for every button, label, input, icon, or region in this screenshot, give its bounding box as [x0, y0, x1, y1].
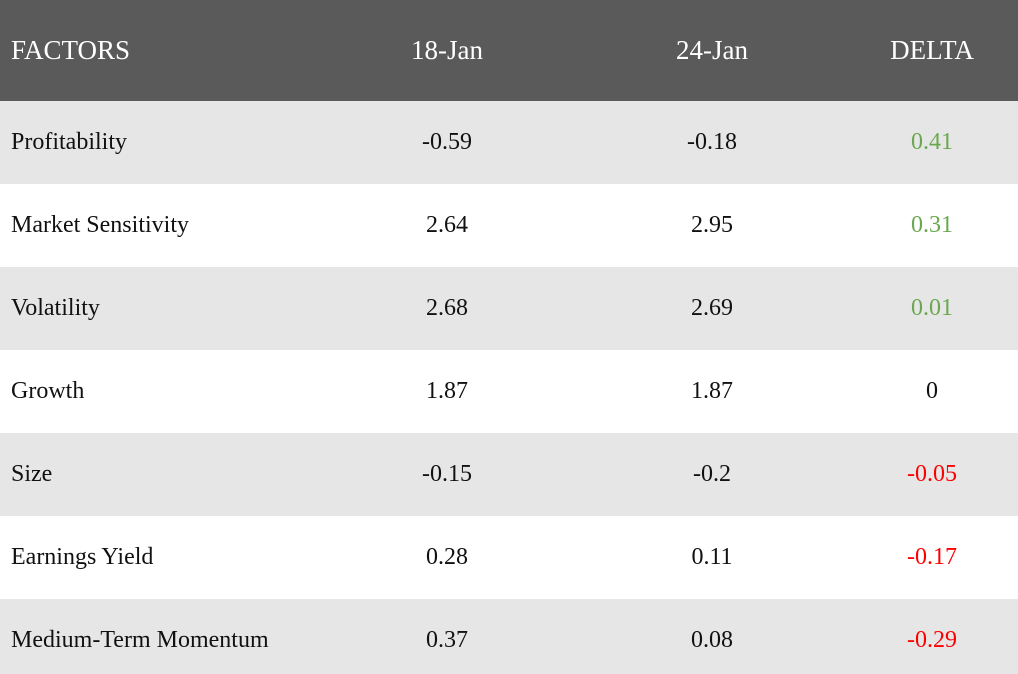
value-delta: -0.17 — [907, 544, 957, 570]
header-date-1: 18-Jan — [411, 35, 483, 65]
value-date-1: 0.28 — [426, 544, 468, 570]
table-row: Market Sensitivity 2.64 2.95 0.31 — [0, 184, 1018, 267]
value-date-2: 1.87 — [691, 378, 733, 404]
table-row: Growth 1.87 1.87 0 — [0, 350, 1018, 433]
factor-name: Profitability — [11, 129, 127, 155]
value-date-1: -0.59 — [422, 129, 472, 155]
value-delta: 0.31 — [911, 212, 953, 238]
value-date-1: 0.37 — [426, 627, 468, 653]
factor-name: Volatility — [11, 295, 100, 321]
table-row: Medium-Term Momentum 0.37 0.08 -0.29 — [0, 599, 1018, 674]
value-date-1: 1.87 — [426, 378, 468, 404]
value-date-2: -0.2 — [693, 461, 731, 487]
table-header: FACTORS 18-Jan 24-Jan DELTA — [0, 0, 1018, 101]
value-delta: -0.05 — [907, 461, 957, 487]
value-date-1: -0.15 — [422, 461, 472, 487]
value-date-2: -0.18 — [687, 129, 737, 155]
value-delta: 0.01 — [911, 295, 953, 321]
factor-name: Earnings Yield — [11, 544, 154, 570]
header-factors: FACTORS — [11, 35, 131, 65]
value-date-2: 0.08 — [691, 627, 733, 653]
value-date-2: 2.95 — [691, 212, 733, 238]
factor-name: Medium-Term Momentum — [11, 627, 269, 653]
value-date-1: 2.68 — [426, 295, 468, 321]
value-delta: -0.29 — [907, 627, 957, 653]
header-row: FACTORS 18-Jan 24-Jan DELTA — [0, 0, 1018, 101]
value-date-1: 2.64 — [426, 212, 468, 238]
table-row: Profitability -0.59 -0.18 0.41 — [0, 101, 1018, 184]
table-row: Size -0.15 -0.2 -0.05 — [0, 433, 1018, 516]
table-body: Profitability -0.59 -0.18 0.41 Market Se… — [0, 101, 1018, 674]
value-delta: 0 — [926, 378, 938, 404]
factor-name: Growth — [11, 378, 85, 404]
table-row: Earnings Yield 0.28 0.11 -0.17 — [0, 516, 1018, 599]
factor-name: Market Sensitivity — [11, 212, 189, 238]
header-date-2: 24-Jan — [676, 35, 748, 65]
value-date-2: 2.69 — [691, 295, 733, 321]
table-row: Volatility 2.68 2.69 0.01 — [0, 267, 1018, 350]
value-delta: 0.41 — [911, 129, 953, 155]
factor-name: Size — [11, 461, 53, 487]
header-delta: DELTA — [890, 35, 974, 65]
value-date-2: 0.11 — [691, 544, 733, 570]
